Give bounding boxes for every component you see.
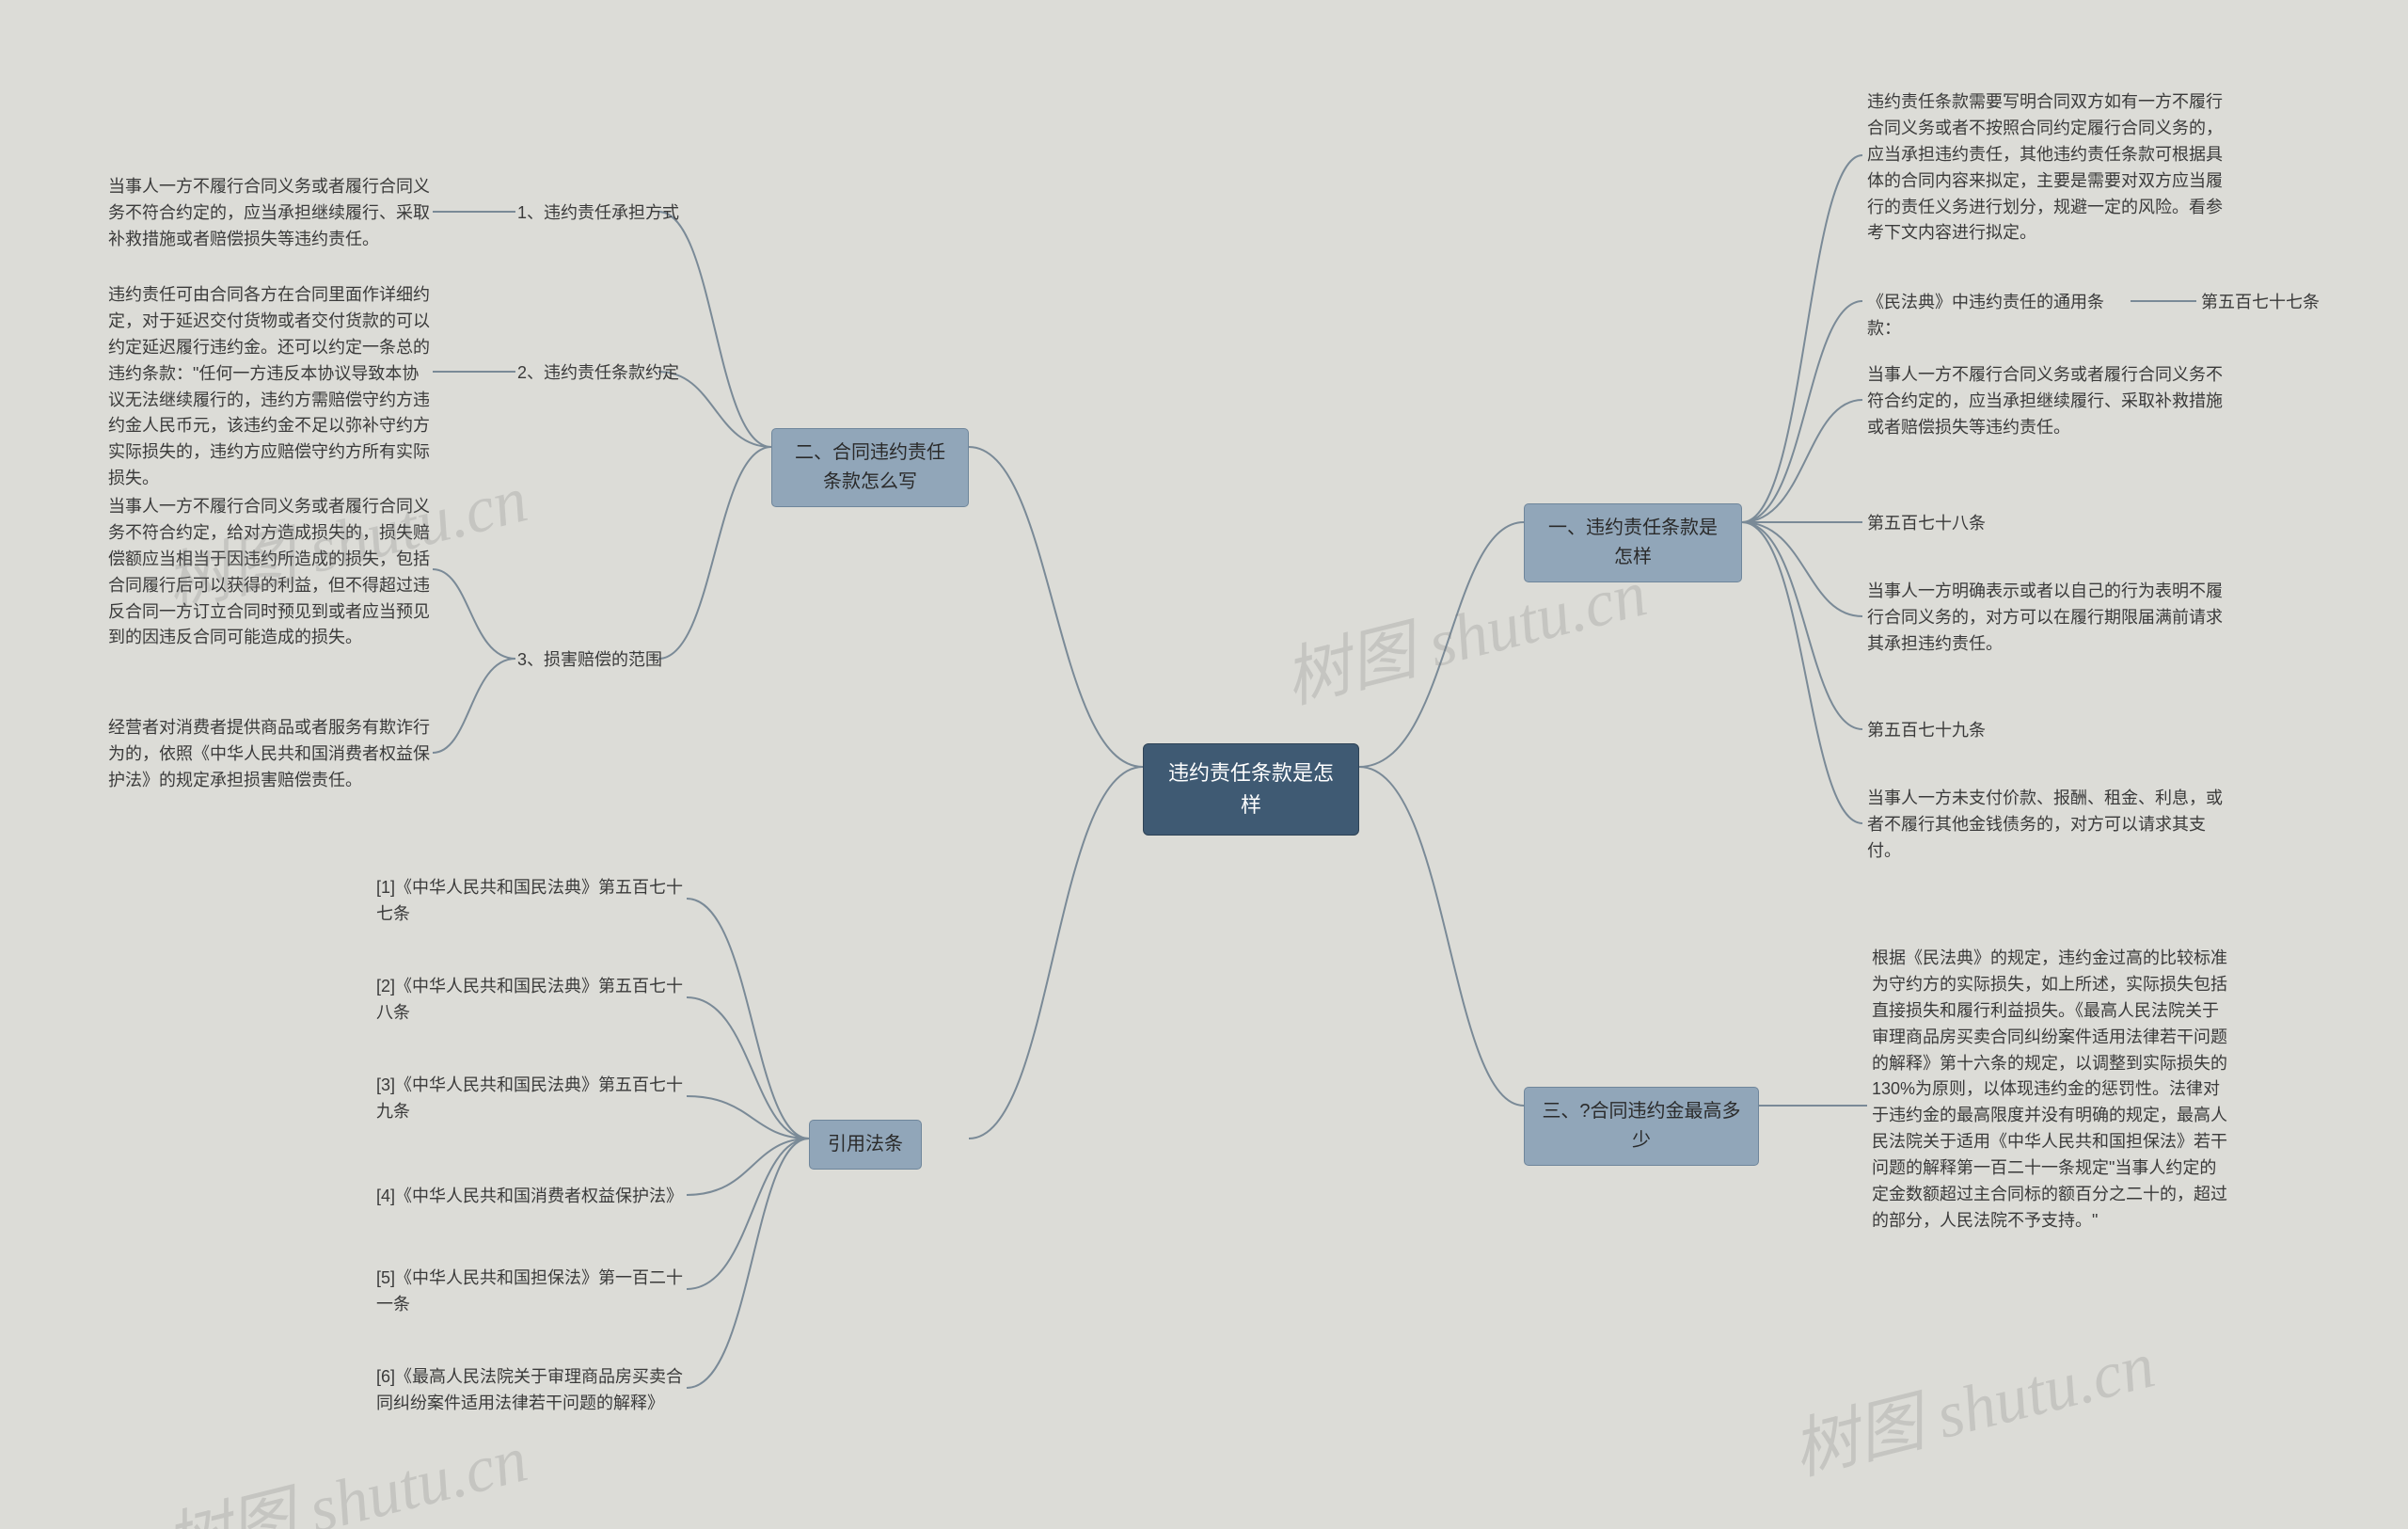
l1-c3-t1: 当事人一方不履行合同义务或者履行合同义务不符合约定，给对方造成损失的，损失赔偿额… [108,494,433,651]
r1-c6: 第五百七十九条 [1867,718,2055,744]
l2-r6: [6]《最高人民法院关于审理商品房买卖合同纠纷案件适用法律若干问题的解释》 [376,1364,687,1417]
l1-c1-text: 当事人一方不履行合同义务或者履行合同义务不符合约定的，应当承担继续履行、采取补救… [108,174,433,253]
r1-c5: 当事人一方明确表示或者以自己的行为表明不履行合同义务的，对方可以在履行期限届满前… [1867,579,2225,658]
branch-right-1: 一、违约责任条款是怎样 [1524,503,1742,582]
l2-r5: [5]《中华人民共和国担保法》第一百二十一条 [376,1266,687,1318]
l2-r2: [2]《中华人民共和国民法典》第五百七十八条 [376,974,687,1027]
branch-left-2: 引用法条 [809,1120,922,1170]
r2-c1: 根据《民法典》的规定，违约金过高的比较标准为守约方的实际损失，如上所述，实际损失… [1872,946,2229,1234]
watermark: 树图 shutu.cn [154,1406,536,1529]
branch-left-1: 二、合同违约责任条款怎么写 [771,428,969,507]
l2-r4: [4]《中华人民共和国消费者权益保护法》 [376,1184,687,1210]
l1-c3-label: 3、损害赔偿的范围 [517,647,687,674]
l1-c2-text: 违约责任可由合同各方在合同里面作详细约定，对于延迟交付货物或者交付货款的可以约定… [108,282,433,492]
l2-r1: [1]《中华人民共和国民法典》第五百七十七条 [376,875,687,928]
r1-c7: 当事人一方未支付价款、报酬、租金、利息，或者不履行其他金钱债务的，对方可以请求其… [1867,786,2225,865]
r1-c2a: 《民法典》中违约责任的通用条款： [1867,290,2131,342]
watermark: 树图 shutu.cn [1782,1312,2163,1493]
l1-c2-label: 2、违约责任条款约定 [517,360,687,387]
l1-c1-label: 1、违约责任承担方式 [517,200,687,227]
branch-right-2: 三、?合同违约金最高多少 [1524,1087,1759,1166]
r1-c4: 第五百七十八条 [1867,511,2055,537]
l1-c3-t2: 经营者对消费者提供商品或者服务有欺诈行为的，依照《中华人民共和国消费者权益保护法… [108,715,433,794]
r1-c3: 当事人一方不履行合同义务或者履行合同义务不符合约定的，应当承担继续履行、采取补救… [1867,362,2225,441]
r1-c1: 违约责任条款需要写明合同双方如有一方不履行合同义务或者不按照合同约定履行合同义务… [1867,89,2225,247]
l2-r3: [3]《中华人民共和国民法典》第五百七十九条 [376,1073,687,1125]
r1-c2b: 第五百七十七条 [2201,290,2342,316]
root-node: 违约责任条款是怎样 [1143,743,1359,836]
